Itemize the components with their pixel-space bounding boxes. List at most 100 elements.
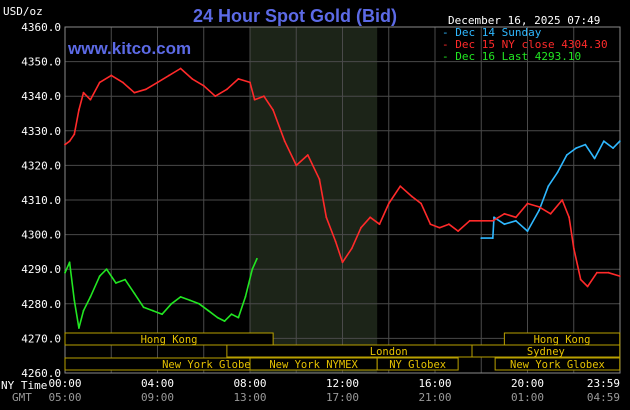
price-series: [64, 67, 621, 329]
chart-title: 24 Hour Spot Gold (Bid): [193, 6, 397, 26]
series-point: [491, 219, 494, 222]
y-tick-label: 4350.0: [21, 56, 61, 69]
series-point: [547, 185, 550, 188]
series-point: [493, 216, 495, 219]
x-tick-label-gmt: 17:00: [326, 391, 359, 404]
series-point: [618, 275, 621, 277]
series-point: [503, 223, 506, 226]
x-tick-label-ny: 12:00: [326, 377, 359, 390]
series-point: [526, 202, 529, 205]
x-tick-label-gmt: 01:00: [511, 391, 544, 404]
plot-border: [64, 26, 621, 374]
series-point: [251, 268, 254, 271]
series-point: [612, 147, 614, 150]
series-point: [480, 219, 483, 222]
y-tick-label: 4270.0: [21, 332, 61, 345]
series-point: [334, 240, 337, 243]
x-tick-label-gmt: 09:00: [141, 391, 174, 404]
site-watermark: www.kitco.com: [67, 39, 191, 58]
series-point: [515, 219, 517, 222]
legend-entry: - Dec 15 NY close 4304.30: [442, 38, 608, 51]
y-axis-unit: USD/oz: [3, 5, 43, 18]
y-tick-label: 4290.0: [21, 263, 61, 276]
series-line: [64, 67, 621, 288]
series-point: [142, 306, 145, 309]
y-tick-label: 4280.0: [21, 298, 61, 311]
series-point: [586, 285, 589, 288]
session-box: [494, 357, 621, 371]
series-point: [579, 278, 582, 281]
x-tick-label-gmt: 05:00: [48, 391, 81, 404]
session-box: [376, 357, 459, 371]
legend-entry: - Dec 16 Last 4293.10: [442, 50, 581, 63]
series-point: [457, 230, 459, 233]
series-point: [78, 109, 80, 111]
series-point: [89, 98, 92, 101]
x-tick-label-ny: 16:00: [418, 377, 451, 390]
series-point: [98, 275, 101, 277]
series-point: [89, 296, 92, 298]
series-point: [272, 109, 274, 111]
session-label: Sydney: [527, 346, 565, 358]
x-tick-label-gmt: 21:00: [418, 391, 451, 404]
series-point: [64, 143, 66, 146]
y-tick-label: 4340.0: [21, 90, 61, 103]
series-point: [448, 223, 450, 226]
series-point: [618, 140, 621, 143]
session-label: Hong Kong: [141, 334, 198, 346]
series-point: [607, 271, 610, 274]
x-tick-label-gmt: 13:00: [233, 391, 266, 404]
series-point: [202, 84, 205, 87]
y-tick-label: 4320.0: [21, 159, 61, 172]
session-label: NY Globex: [389, 359, 446, 371]
series-point: [360, 226, 362, 229]
x-tick-label-ny: 08:00: [233, 377, 266, 390]
series-point: [133, 292, 136, 295]
series-point: [198, 302, 201, 305]
series-point: [98, 81, 101, 84]
series-point: [168, 74, 171, 77]
series-line: [64, 258, 258, 329]
series-point: [161, 313, 164, 316]
series-point: [156, 81, 159, 84]
series-point: [468, 219, 471, 222]
session-label: London: [370, 346, 408, 358]
series-point: [249, 81, 251, 84]
series-point: [341, 261, 344, 264]
series-point: [538, 209, 540, 212]
legend: - Dec 14 Sunday- Dec 15 NY close 4304.30…: [442, 26, 608, 63]
series-point: [602, 140, 605, 143]
series-point: [237, 78, 240, 80]
series-point: [491, 237, 494, 240]
series-point: [306, 154, 309, 156]
series-point: [152, 309, 154, 312]
series-point: [503, 212, 506, 215]
series-point: [283, 140, 286, 143]
series-point: [82, 91, 85, 94]
gmt-label: GMT: [12, 391, 32, 404]
x-tick-label-ny: 20:00: [511, 377, 544, 390]
series-point: [369, 216, 372, 219]
y-tick-label: 4330.0: [21, 125, 61, 138]
series-point: [64, 271, 66, 274]
series-point: [399, 185, 402, 188]
x-axis-ticks: 00:00 04:00 08:00 12:00 16:00 20:00 23:59 05:00…: [48, 377, 620, 404]
series-point: [584, 143, 587, 146]
series-point: [429, 223, 432, 226]
series-point: [216, 316, 219, 319]
market-sessions: Hong Kong London New York Globex New York N…: [64, 332, 621, 371]
ny-time-label: NY Time: [1, 379, 47, 392]
series-point: [549, 212, 552, 215]
series-point: [538, 206, 540, 208]
series-point: [575, 147, 577, 150]
series-point: [596, 271, 598, 274]
series-point: [179, 296, 182, 298]
series-point: [115, 282, 117, 284]
series-point: [145, 88, 147, 91]
series-point: [556, 171, 559, 174]
y-tick-label: 4310.0: [21, 194, 61, 207]
y-axis-ticks: 4260.0 4270.0 4280.0 4290.0 4300.0 4310.0 4320…: [21, 21, 61, 380]
series-point: [189, 299, 191, 302]
series-point: [263, 95, 265, 98]
series-point: [179, 67, 182, 70]
